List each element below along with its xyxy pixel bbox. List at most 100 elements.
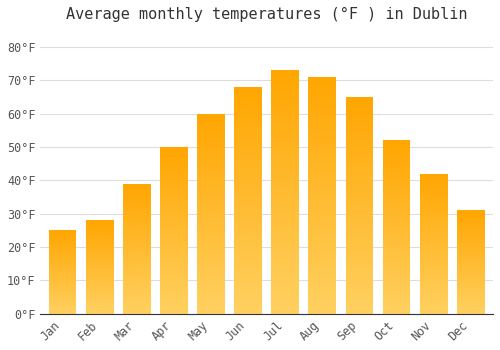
Bar <box>272 286 299 289</box>
Bar <box>48 293 76 294</box>
Bar <box>197 276 225 279</box>
Bar <box>420 244 448 245</box>
Bar <box>382 251 410 253</box>
Bar <box>346 243 374 246</box>
Bar <box>123 244 150 245</box>
Bar <box>382 281 410 284</box>
Bar <box>234 234 262 237</box>
Bar <box>48 246 76 247</box>
Bar <box>346 170 374 173</box>
Bar <box>160 266 188 268</box>
Bar <box>234 192 262 195</box>
Bar <box>86 259 114 260</box>
Bar <box>160 251 188 253</box>
Bar <box>382 296 410 299</box>
Bar <box>160 214 188 216</box>
Bar <box>457 217 484 218</box>
Bar <box>420 307 448 309</box>
Bar <box>346 178 374 181</box>
Bar <box>160 220 188 222</box>
Bar <box>457 303 484 305</box>
Bar <box>123 265 150 267</box>
Bar <box>234 288 262 291</box>
Bar <box>457 231 484 232</box>
Bar <box>457 271 484 273</box>
Bar <box>48 308 76 309</box>
Bar <box>86 285 114 286</box>
Bar <box>86 231 114 232</box>
Bar <box>420 203 448 205</box>
Bar <box>308 281 336 284</box>
Bar <box>308 189 336 193</box>
Bar <box>48 262 76 263</box>
Bar <box>420 235 448 237</box>
Bar <box>420 186 448 188</box>
Bar <box>234 200 262 203</box>
Bar <box>457 280 484 281</box>
Bar <box>382 190 410 192</box>
Bar <box>346 246 374 249</box>
Bar <box>420 221 448 223</box>
Bar <box>420 238 448 240</box>
Bar <box>48 310 76 311</box>
Bar <box>160 268 188 270</box>
Bar <box>160 184 188 187</box>
Bar <box>197 251 225 254</box>
Bar <box>457 232 484 234</box>
Bar <box>123 228 150 229</box>
Bar <box>123 301 150 302</box>
Bar <box>272 159 299 162</box>
Bar <box>420 207 448 209</box>
Bar <box>308 305 336 308</box>
Bar <box>48 258 76 259</box>
Bar <box>382 218 410 220</box>
Bar <box>197 164 225 166</box>
Bar <box>160 197 188 199</box>
Bar <box>272 234 299 238</box>
Bar <box>308 106 336 110</box>
Bar <box>48 248 76 249</box>
Bar <box>160 262 188 264</box>
Bar <box>457 243 484 244</box>
Bar <box>457 253 484 254</box>
Bar <box>272 137 299 140</box>
Bar <box>234 197 262 200</box>
Bar <box>234 132 262 135</box>
Bar <box>48 286 76 287</box>
Bar <box>382 145 410 147</box>
Bar <box>123 291 150 293</box>
Bar <box>197 124 225 126</box>
Bar <box>48 242 76 243</box>
Bar <box>48 251 76 252</box>
Bar <box>420 179 448 181</box>
Bar <box>272 262 299 265</box>
Bar <box>86 257 114 258</box>
Bar <box>160 249 188 251</box>
Bar <box>234 112 262 115</box>
Bar <box>420 289 448 291</box>
Bar <box>48 298 76 299</box>
Bar <box>346 284 374 287</box>
Bar <box>197 136 225 139</box>
Bar <box>272 107 299 110</box>
Bar <box>86 292 114 293</box>
Bar <box>234 144 262 146</box>
Bar <box>48 275 76 276</box>
Bar <box>48 278 76 279</box>
Bar <box>86 313 114 314</box>
Bar <box>123 237 150 239</box>
Bar <box>382 286 410 288</box>
Bar <box>272 140 299 143</box>
Bar <box>346 262 374 265</box>
Bar <box>160 285 188 287</box>
Bar <box>346 130 374 132</box>
Bar <box>86 274 114 275</box>
Bar <box>346 140 374 143</box>
Bar <box>272 116 299 119</box>
Bar <box>86 238 114 239</box>
Bar <box>197 219 225 221</box>
Bar <box>420 295 448 296</box>
Bar <box>86 239 114 240</box>
Bar <box>86 299 114 300</box>
Bar <box>197 234 225 236</box>
